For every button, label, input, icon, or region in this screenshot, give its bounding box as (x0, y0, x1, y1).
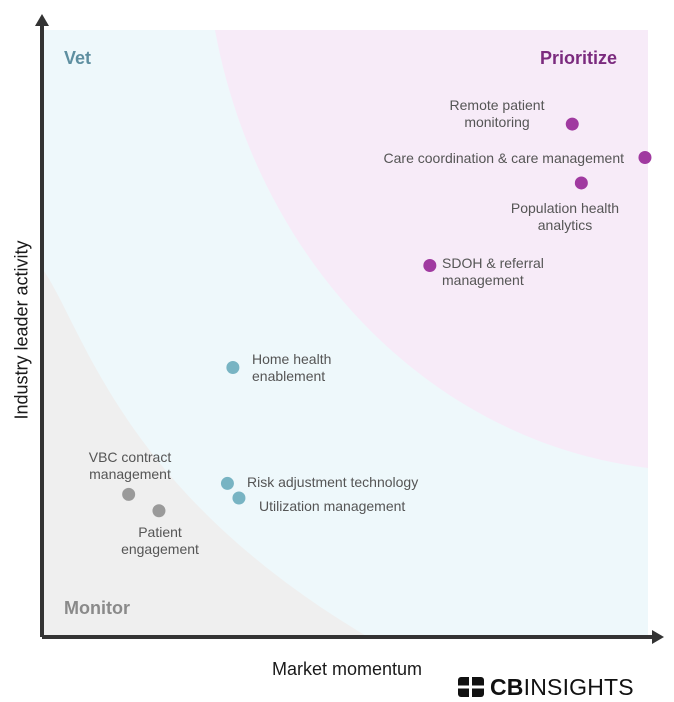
data-point-marker (574, 176, 588, 190)
prioritize-region (215, 30, 648, 468)
data-point-home-health-enablement: Home health enablement (226, 351, 331, 384)
data-point-marker (423, 259, 437, 273)
data-point-marker (122, 487, 136, 501)
brand-wordmark: CBINSIGHTS (490, 673, 634, 700)
data-point-sdoh-referral-management: SDOH & referral management (423, 255, 544, 288)
data-point-vbc-contract-management: VBC contract management (89, 449, 172, 501)
data-point-marker (220, 476, 234, 490)
quadrant-label-vet: Vet (64, 48, 91, 68)
data-point-label: Utilization management (259, 498, 405, 514)
cb-logo-icon (458, 677, 484, 697)
data-point-label: Patient engagement (121, 524, 199, 557)
data-point-marker (565, 117, 579, 131)
axes (35, 14, 664, 644)
monitor-region (42, 268, 368, 637)
data-point-label: Home health enablement (252, 351, 331, 384)
data-point-label: Risk adjustment technology (247, 474, 418, 490)
data-point-marker (638, 150, 652, 164)
y-axis-label: Industry leader activity (11, 240, 32, 420)
data-point-label: Remote patient monitoring (450, 97, 545, 130)
data-point-risk-adjustment-technology: Risk adjustment technology (220, 474, 418, 490)
x-axis-arrow (652, 630, 664, 644)
data-point-remote-patient-monitoring: Remote patient monitoring (450, 97, 579, 131)
quadrant-label-monitor: Monitor (64, 598, 130, 618)
data-point-utilization-management: Utilization management (232, 491, 405, 514)
brand-light: INSIGHTS (523, 673, 634, 700)
data-point-marker (232, 491, 246, 505)
quadrant-label-prioritize: Prioritize (540, 48, 617, 68)
x-axis-label: Market momentum (271, 659, 423, 679)
data-points: Remote patient monitoring Care coordinatio… (89, 97, 652, 557)
data-point-patient-engagement: Patient engagement (121, 504, 199, 557)
data-point-label: SDOH & referral management (442, 255, 544, 288)
data-point-label: Care coordination & care management (384, 150, 625, 166)
brand-logo: CBINSIGHTS (458, 674, 634, 700)
quadrant-labels: Vet Prioritize Monitor (64, 48, 617, 618)
quadrant-regions (42, 30, 648, 637)
data-point-marker (226, 360, 240, 374)
y-axis-arrow (35, 14, 49, 26)
data-point-label: VBC contract management (89, 449, 172, 482)
data-point-label: Population health analytics (511, 200, 619, 233)
brand-strong: CB (490, 673, 524, 700)
data-point-population-health-analytics: Population health analytics (511, 176, 619, 233)
data-point-marker (152, 504, 166, 518)
data-point-care-coordination-care-management: Care coordination & care management (384, 150, 652, 166)
